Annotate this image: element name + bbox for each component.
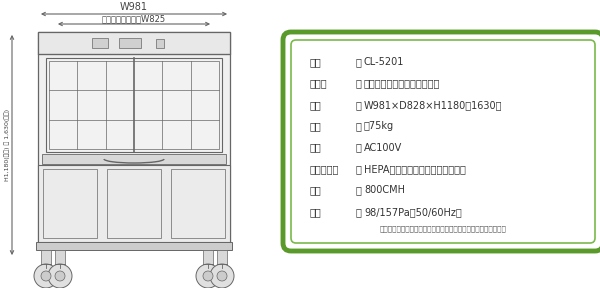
- Text: 98/157Pa（50/60Hz）: 98/157Pa（50/60Hz）: [364, 207, 462, 217]
- Text: 重量: 重量: [310, 121, 322, 131]
- Bar: [55, 250, 65, 264]
- Text: ：: ：: [356, 121, 362, 131]
- Text: 800CMH: 800CMH: [364, 185, 405, 196]
- Text: フィルター: フィルター: [310, 164, 340, 174]
- Text: AC100V: AC100V: [364, 143, 402, 153]
- Text: W981: W981: [120, 2, 148, 12]
- Bar: [38, 32, 230, 54]
- Bar: [41, 250, 51, 264]
- Text: ：: ：: [356, 207, 362, 217]
- Bar: [203, 250, 213, 264]
- Bar: [92, 38, 108, 48]
- Bar: [171, 169, 225, 238]
- FancyBboxPatch shape: [291, 40, 595, 243]
- Circle shape: [217, 271, 227, 281]
- Text: 寸法: 寸法: [310, 100, 322, 110]
- Bar: [217, 250, 227, 264]
- Text: H1,180(最小) 〜 1,630(最大): H1,180(最小) 〜 1,630(最大): [4, 109, 10, 181]
- Text: ：: ：: [356, 164, 362, 174]
- Text: ：: ：: [356, 143, 362, 153]
- Bar: [38, 165, 230, 242]
- Circle shape: [210, 264, 234, 288]
- Text: 静圧: 静圧: [310, 207, 322, 217]
- Circle shape: [203, 271, 213, 281]
- Text: 品番: 品番: [310, 57, 322, 67]
- Text: W981×D828×H1180〜1630㎜: W981×D828×H1180〜1630㎜: [364, 100, 503, 110]
- Text: 電源: 電源: [310, 143, 322, 153]
- Circle shape: [41, 271, 51, 281]
- Circle shape: [55, 271, 65, 281]
- Bar: [38, 32, 230, 242]
- Text: 製品名: 製品名: [310, 78, 328, 88]
- Bar: [119, 38, 141, 48]
- Bar: [42, 154, 226, 164]
- Circle shape: [48, 264, 72, 288]
- Bar: [36, 242, 232, 250]
- Text: 床敷回収装置（昇降機能付）: 床敷回収装置（昇降機能付）: [364, 78, 440, 88]
- Text: 風量: 風量: [310, 185, 322, 196]
- Text: 《本仕様は改良の為、断りなく変更となる可能性もございます》: 《本仕様は改良の為、断りなく変更となる可能性もございます》: [380, 226, 506, 232]
- Bar: [107, 169, 161, 238]
- Text: HEPAフィルター・プレフィルター: HEPAフィルター・プレフィルター: [364, 164, 466, 174]
- Bar: [46, 58, 222, 152]
- Text: ：: ：: [356, 100, 362, 110]
- Text: 有効作業スペースW825: 有効作業スペースW825: [102, 14, 166, 23]
- Text: ：: ：: [356, 57, 362, 67]
- Text: ：: ：: [356, 78, 362, 88]
- FancyBboxPatch shape: [283, 32, 600, 251]
- Circle shape: [34, 264, 58, 288]
- Text: ：: ：: [356, 185, 362, 196]
- Bar: [156, 39, 164, 48]
- Text: 約75kg: 約75kg: [364, 121, 394, 131]
- Circle shape: [196, 264, 220, 288]
- Text: CL-5201: CL-5201: [364, 57, 404, 67]
- Bar: [49, 61, 219, 149]
- Bar: [43, 169, 97, 238]
